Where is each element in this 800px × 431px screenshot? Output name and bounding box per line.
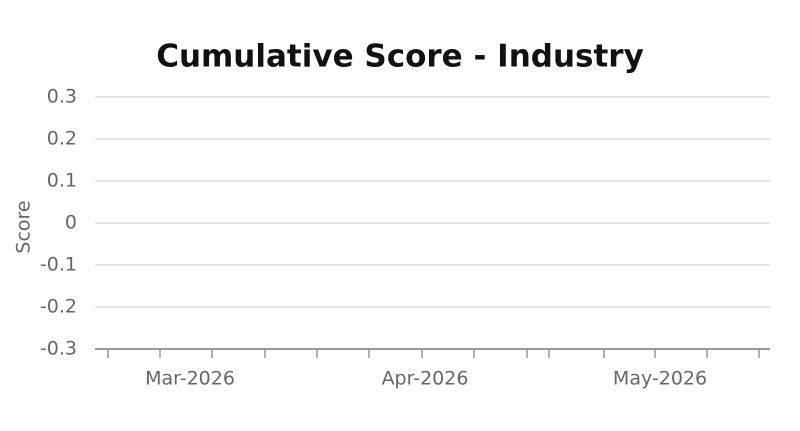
y-tick-label: -0.2 [40, 296, 77, 318]
y-tick-label: 0.2 [47, 128, 77, 150]
y-tick-label: -0.1 [40, 254, 77, 276]
x-minor-ticks [107, 349, 760, 358]
y-tick-label: -0.3 [40, 338, 77, 360]
chart-title: Cumulative Score - Industry [156, 39, 644, 75]
y-axis-label: Score [13, 200, 35, 253]
x-tick-label: May-2026 [613, 368, 707, 390]
y-tick-label: 0.1 [47, 170, 77, 192]
y-tick-label: 0.3 [47, 86, 77, 108]
x-tick-label: Mar-2026 [145, 368, 235, 390]
x-tick-label: Apr-2026 [382, 368, 469, 390]
y-tick-label: 0 [65, 212, 77, 234]
